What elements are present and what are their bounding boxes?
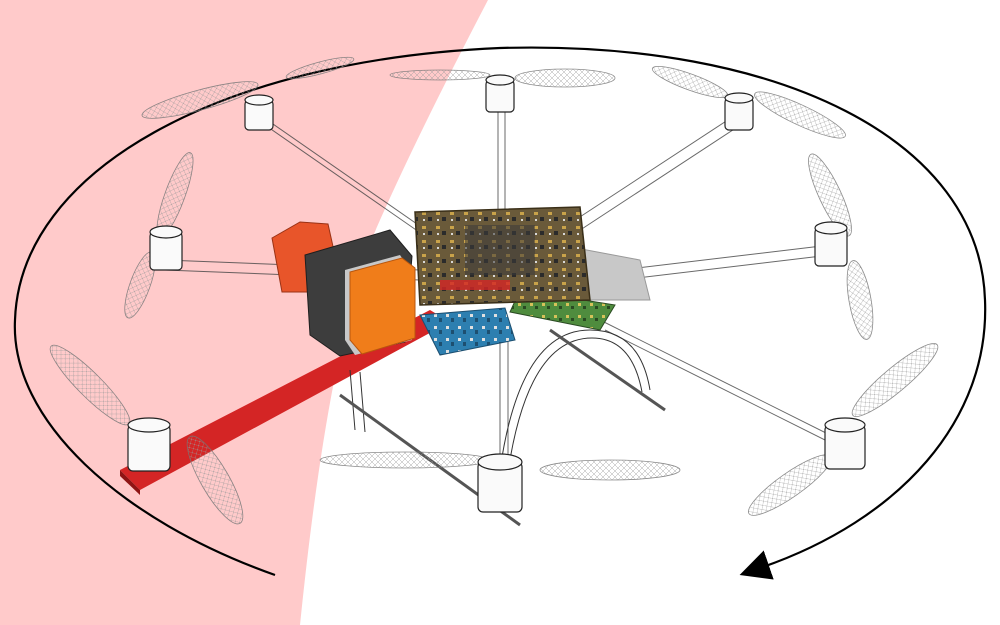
motor-7: [127, 417, 171, 472]
blue-module: [419, 307, 516, 356]
motor-3: [724, 92, 754, 131]
rotation-arrow: [13, 46, 987, 580]
motors: [127, 74, 866, 513]
board-center-chip: [465, 225, 535, 275]
motor-8: [477, 453, 523, 513]
sweep-sector: [0, 0, 488, 625]
propeller-blades: [49, 56, 939, 525]
motor-5: [149, 225, 183, 271]
motor-1: [244, 94, 274, 131]
electronics-stack: [414, 206, 651, 356]
motor-4: [814, 221, 848, 267]
motor-6: [824, 417, 866, 470]
motor-2: [485, 74, 515, 113]
payload-camera: [271, 221, 416, 357]
